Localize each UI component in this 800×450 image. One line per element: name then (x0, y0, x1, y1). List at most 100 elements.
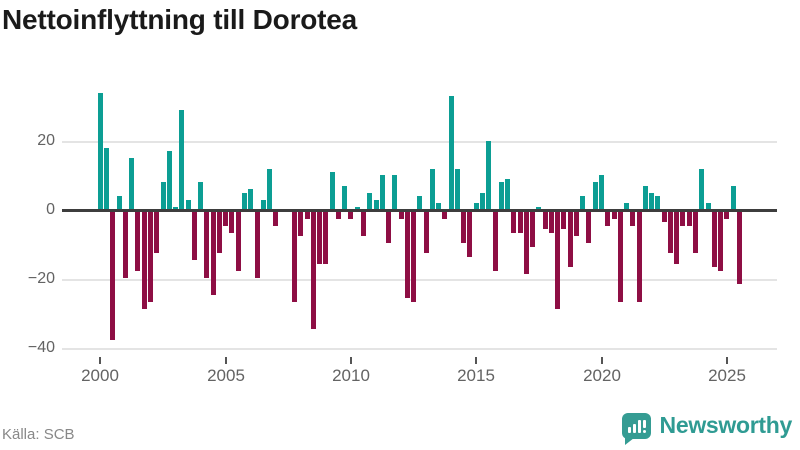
bar (236, 212, 241, 271)
bar (380, 175, 385, 210)
bar (668, 212, 673, 253)
y-axis-label: −20 (27, 270, 55, 287)
y-axis-label: 0 (46, 201, 55, 218)
bar (204, 212, 209, 278)
bar (173, 207, 178, 210)
bar (612, 212, 617, 219)
bar (229, 212, 234, 233)
bar (186, 200, 191, 210)
bar (98, 93, 103, 210)
bar (662, 212, 667, 222)
bar (486, 141, 491, 210)
bar (198, 182, 203, 210)
bar (167, 151, 172, 210)
bar (242, 193, 247, 210)
bar (524, 212, 529, 274)
bar (630, 212, 635, 226)
bar (129, 158, 134, 210)
bar (361, 212, 366, 236)
bar (674, 212, 679, 264)
bar (505, 179, 510, 210)
bar (731, 186, 736, 210)
bar (135, 212, 140, 271)
bar (474, 203, 479, 210)
bar (511, 212, 516, 233)
bar (405, 212, 410, 298)
bar (724, 212, 729, 219)
bar (386, 212, 391, 243)
bar (568, 212, 573, 267)
bar (305, 212, 310, 219)
bar (223, 212, 228, 226)
bar (655, 196, 660, 210)
bar (637, 212, 642, 302)
x-axis-label: 2010 (332, 366, 370, 385)
bar (211, 212, 216, 295)
bar (687, 212, 692, 226)
bar (298, 212, 303, 236)
bar (192, 212, 197, 260)
bar (461, 212, 466, 243)
bar (593, 182, 598, 210)
bar (436, 203, 441, 210)
bar (493, 212, 498, 271)
bar (561, 212, 566, 229)
bar (424, 212, 429, 253)
bar (649, 193, 654, 210)
bar (148, 212, 153, 302)
x-axis-label: 2020 (583, 366, 621, 385)
bar (330, 172, 335, 210)
bar (399, 212, 404, 219)
bar (712, 212, 717, 267)
bar (536, 207, 541, 210)
x-axis-tick (99, 357, 101, 364)
y-axis-label: −40 (27, 339, 55, 356)
bar (261, 200, 266, 210)
bar (699, 169, 704, 210)
bar (555, 212, 560, 309)
bar (549, 212, 554, 233)
bar (643, 186, 648, 210)
bar (417, 196, 422, 210)
bar (154, 212, 159, 253)
bar (449, 96, 454, 210)
bar (580, 196, 585, 210)
bar (680, 212, 685, 226)
bar (574, 212, 579, 236)
bar (718, 212, 723, 271)
bar (179, 110, 184, 210)
x-axis-tick (225, 357, 227, 364)
bar (455, 169, 460, 210)
bar (392, 175, 397, 210)
bar (336, 212, 341, 219)
gridline (62, 141, 777, 143)
x-axis-tick (475, 357, 477, 364)
x-axis-label: 2025 (708, 366, 746, 385)
bar (161, 182, 166, 210)
bar (367, 193, 372, 210)
bar (248, 189, 253, 210)
bar (110, 212, 115, 340)
bar (374, 200, 379, 210)
bar (348, 212, 353, 219)
source-note: Källa: SCB (2, 426, 75, 443)
bar (267, 169, 272, 210)
x-axis-tick (350, 357, 352, 364)
bar (430, 169, 435, 210)
bar (255, 212, 260, 278)
bar (117, 196, 122, 210)
newsworthy-speech-bubble-bar-chart-icon (621, 412, 651, 445)
bar (499, 182, 504, 210)
chart-title: Nettoinflyttning till Dorotea (2, 4, 358, 35)
x-axis-label: 2000 (81, 366, 119, 385)
bar (624, 203, 629, 210)
bar (411, 212, 416, 302)
bar (693, 212, 698, 253)
bar (123, 212, 128, 278)
y-axis-label: 20 (37, 132, 55, 149)
bar (706, 203, 711, 210)
bar (530, 212, 535, 247)
gridline (62, 279, 777, 281)
newsworthy-logo-text: Newsworthy (659, 412, 793, 438)
